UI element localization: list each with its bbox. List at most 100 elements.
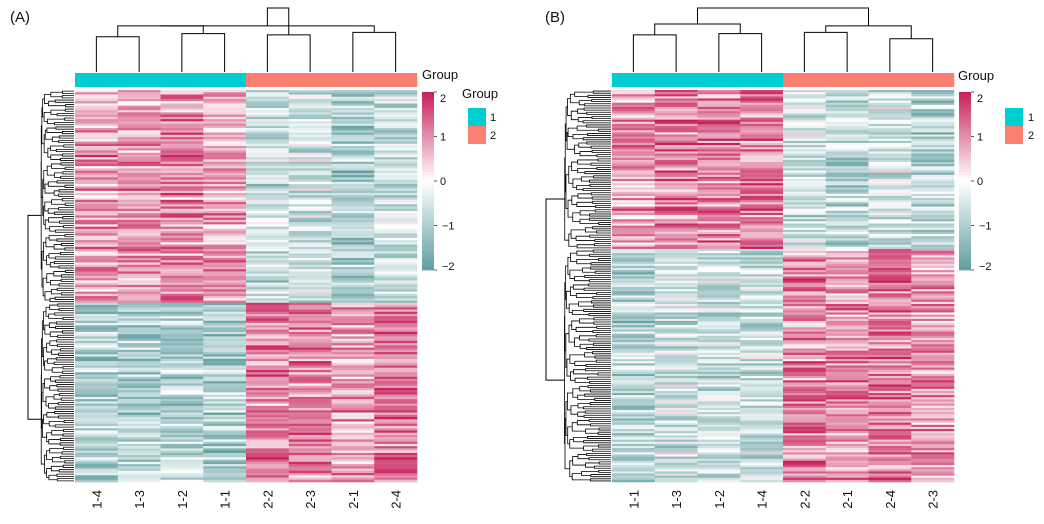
heatmap-cell (203, 334, 247, 337)
heatmap-cell (825, 157, 869, 161)
heatmap-cell (868, 251, 912, 254)
heatmap-cell (75, 434, 119, 438)
heatmap-cell (825, 456, 869, 459)
column-dendrogram-a (95, 7, 397, 72)
heatmap-cell (160, 157, 204, 160)
heatmap-cell (825, 168, 869, 171)
heatmap-cell (374, 143, 418, 147)
heatmap-cell (75, 430, 119, 434)
heatmap-cell (825, 225, 869, 229)
heatmap-cell (825, 200, 869, 203)
color-scale-step (422, 115, 434, 120)
heatmap-cell (246, 228, 290, 232)
heatmap-cell (75, 367, 119, 371)
heatmap-cell (783, 301, 827, 305)
heatmap-cell (374, 253, 418, 257)
heatmap-cell (160, 271, 204, 274)
heatmap-cell (697, 376, 741, 379)
row-dendrogram-branch (43, 414, 50, 425)
heatmap-cell (740, 380, 784, 383)
heatmap-cell (612, 130, 656, 133)
heatmap-cell (117, 434, 161, 438)
heatmap-cell (374, 170, 418, 174)
heatmap-cell (331, 305, 375, 308)
heatmap-cell (246, 90, 290, 93)
heatmap-cell (868, 246, 912, 250)
heatmap-cell (740, 295, 784, 298)
row-dendrogram-branch (65, 104, 74, 108)
column-dendrogram-branch (95, 36, 140, 72)
heatmap-cell (654, 166, 698, 169)
heatmap-cell (160, 403, 204, 407)
heatmap-cell (374, 338, 418, 342)
heatmap-cell (911, 331, 955, 334)
heatmap-cell (374, 336, 418, 339)
heatmap-cell (612, 92, 656, 95)
heatmap-cell (911, 405, 955, 409)
heatmap-cell (911, 227, 955, 231)
heatmap-cell (288, 354, 332, 357)
heatmap-cell (374, 322, 418, 326)
heatmap-cell (911, 352, 955, 356)
heatmap-cell (740, 267, 784, 271)
row-dendrogram-branch (43, 112, 51, 122)
color-scale-step (959, 240, 971, 244)
heatmap-cell (783, 388, 827, 392)
heatmap-cell (697, 289, 741, 292)
heatmap-cell (911, 435, 955, 438)
heatmap-cell (331, 278, 375, 281)
heatmap-cell (117, 459, 161, 463)
heatmap-cell (825, 420, 869, 423)
row-dendrogram-branch (577, 193, 593, 199)
heatmap-cell (203, 443, 247, 447)
heatmap-cell (160, 213, 204, 216)
heatmap-cell (374, 101, 418, 104)
heatmap-cell (160, 266, 204, 270)
heatmap-cell (203, 441, 247, 445)
heatmap-cell (783, 104, 827, 108)
heatmap-cell (203, 275, 247, 279)
heatmap-cell (612, 168, 656, 171)
heatmap-cell (288, 428, 332, 431)
row-dendrogram-branch (46, 432, 52, 443)
row-dendrogram-branch (565, 265, 568, 301)
heatmap-cell (654, 263, 698, 267)
heatmap-cell (911, 278, 955, 281)
heatmap-cell (612, 276, 656, 279)
heatmap-cell (825, 128, 869, 131)
row-dendrogram-branch (54, 406, 74, 410)
heatmap-cell (288, 392, 332, 395)
heatmap-cell (868, 473, 912, 476)
heatmap-cell (697, 431, 741, 434)
heatmap-cell (911, 403, 955, 407)
heatmap-cell (612, 450, 656, 453)
row-dendrogram-branch (591, 149, 611, 153)
heatmap-cell (203, 175, 247, 178)
heatmap-cell (654, 348, 698, 351)
heatmap-cell (825, 145, 869, 148)
heatmap-cell (203, 405, 247, 409)
row-dendrogram-branch (592, 296, 611, 300)
heatmap-cell (825, 429, 869, 432)
heatmap-cell (331, 300, 375, 304)
heatmap-cell (160, 204, 204, 207)
heatmap-cell (203, 132, 247, 136)
heatmap-cell (868, 378, 912, 381)
heatmap-cell (911, 346, 955, 349)
heatmap-cell (911, 401, 955, 404)
heatmap-cell (825, 164, 869, 167)
heatmap-cell (740, 301, 784, 305)
heatmap-cell (697, 435, 741, 438)
column-label: 2-4 (883, 490, 898, 509)
heatmap-cell (374, 423, 418, 427)
heatmap-cell (331, 125, 375, 129)
heatmap-cell (288, 116, 332, 120)
column-label: 2-1 (840, 490, 855, 509)
heatmap-cell (246, 134, 290, 138)
heatmap-cell (740, 200, 784, 203)
heatmap-cell (654, 414, 698, 417)
heatmap-cell (911, 284, 955, 288)
heatmap-cell (654, 333, 698, 337)
heatmap-cell (246, 437, 290, 440)
heatmap-cell (868, 159, 912, 163)
